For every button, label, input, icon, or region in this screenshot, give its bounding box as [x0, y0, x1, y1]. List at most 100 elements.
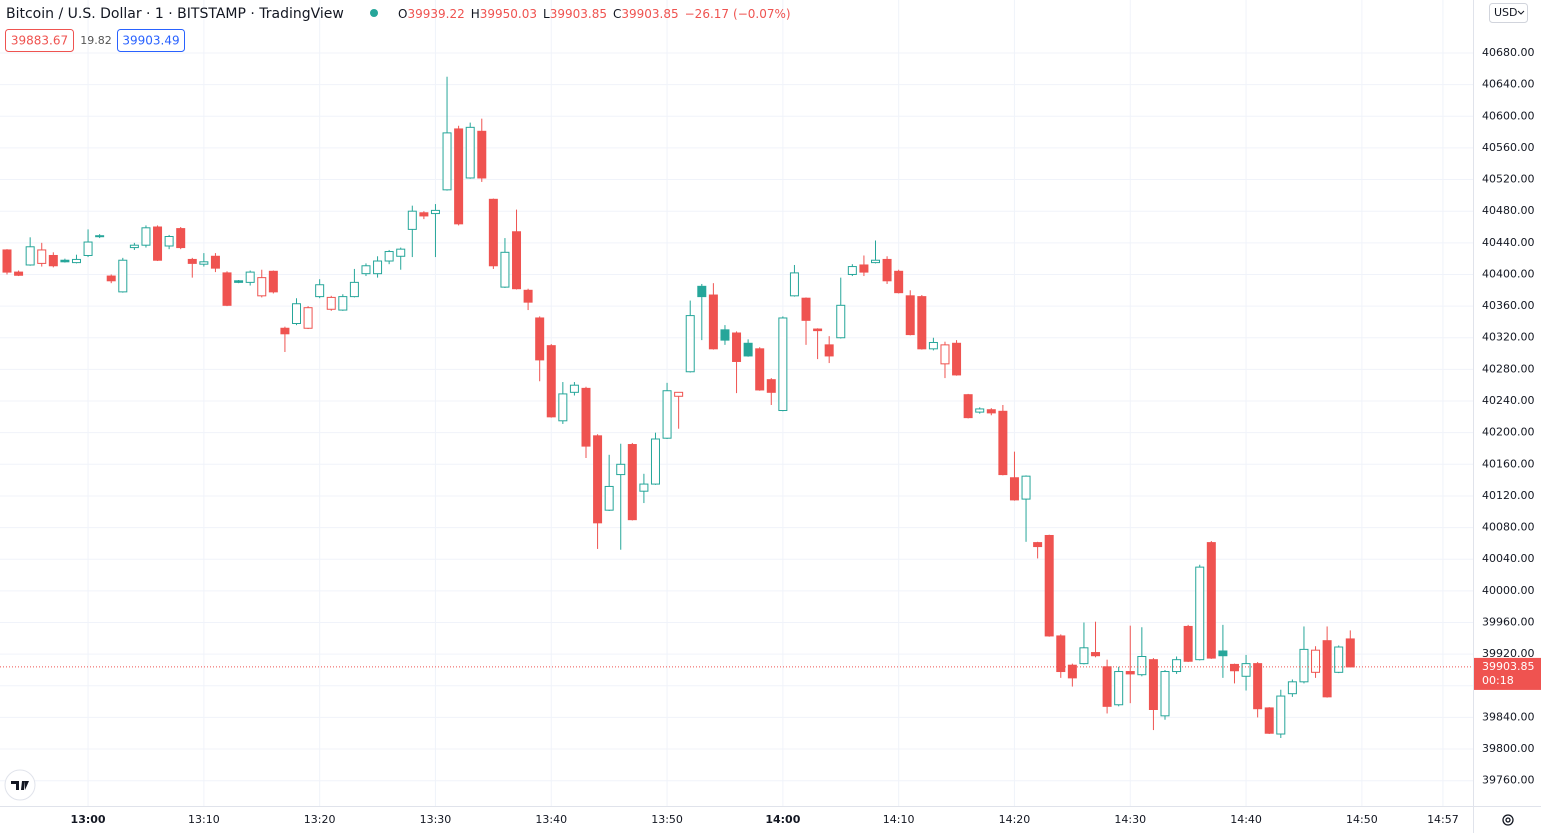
candle [500, 238, 510, 288]
candle-body [25, 246, 35, 266]
candle [674, 391, 684, 429]
candle-body [280, 327, 290, 335]
candle [639, 473, 649, 504]
y-tick-label: 39960.00 [1482, 615, 1535, 628]
candle-body [1195, 566, 1205, 661]
candle [1183, 624, 1193, 663]
candle [349, 268, 359, 298]
settings-icon[interactable] [1502, 814, 1514, 826]
candle [743, 339, 753, 357]
candle [1241, 654, 1251, 691]
candle-body [37, 249, 47, 264]
candle [824, 336, 834, 364]
candle [1009, 451, 1019, 501]
candle-body [129, 244, 139, 249]
axes: 39760.0039800.0039840.0039880.0039920.00… [71, 46, 1535, 826]
market-status[interactable] [370, 9, 378, 17]
candle-body [268, 270, 278, 293]
candle [1264, 707, 1274, 735]
candle [268, 270, 278, 294]
buy-box[interactable] [117, 29, 185, 52]
y-tick-label: 40280.00 [1482, 362, 1535, 375]
y-tick-label: 40160.00 [1482, 457, 1535, 470]
candle-body [604, 485, 614, 511]
candle [48, 252, 58, 268]
candle [488, 198, 498, 269]
y-tick-label: 39760.00 [1482, 774, 1535, 787]
candle-body [998, 410, 1008, 476]
grid [0, 0, 1473, 806]
candle [373, 256, 383, 278]
candle-body [1183, 625, 1193, 662]
bid-price[interactable]: 39883.67 [11, 34, 68, 48]
candle-body [1253, 663, 1263, 710]
ohlc-value: 39939.22 [407, 7, 464, 21]
candle-body [164, 236, 174, 247]
candle-body [1287, 681, 1297, 695]
candle-body [1345, 638, 1355, 668]
candle-body [1044, 534, 1054, 637]
candle-body [257, 277, 267, 297]
candle [396, 247, 406, 270]
candle [801, 297, 811, 345]
candle [1137, 627, 1147, 677]
candle-body [187, 258, 197, 264]
candle [1160, 669, 1170, 720]
candle [153, 225, 163, 262]
candle-body [720, 329, 730, 341]
candle [685, 300, 695, 373]
currency[interactable]: USD [1494, 6, 1518, 19]
candle [512, 209, 522, 290]
candle-body [871, 259, 880, 264]
candle [1322, 626, 1332, 698]
y-tick-label: 40520.00 [1482, 173, 1535, 186]
candle [210, 253, 220, 273]
currency-button[interactable] [1489, 3, 1528, 23]
candle-body [766, 379, 776, 393]
candle [25, 237, 35, 266]
candle [361, 263, 371, 277]
candle-body [419, 212, 429, 217]
candle [60, 258, 70, 263]
spread: 19.82 [80, 34, 112, 47]
price-axis-bg [1473, 0, 1541, 833]
x-tick-label: 13:10 [188, 813, 220, 826]
candle [37, 242, 47, 267]
sell-box[interactable] [5, 29, 74, 52]
candle-body [581, 387, 591, 447]
candle-body [801, 297, 811, 321]
candle-body [14, 271, 24, 276]
candle [569, 382, 579, 396]
ask-price[interactable]: 39903.49 [122, 34, 179, 48]
y-tick-label: 39920.00 [1482, 647, 1535, 660]
currency-caret[interactable] [1517, 10, 1525, 15]
candle [199, 253, 209, 267]
candle-body [963, 394, 973, 419]
change: −26.17 [685, 7, 729, 21]
candle [1287, 679, 1297, 697]
candle-body [535, 317, 545, 361]
candle-body [1322, 640, 1332, 698]
candle-body [1148, 659, 1158, 711]
candle-body [1056, 635, 1066, 673]
candle-body [1102, 666, 1112, 707]
candle-body [975, 408, 985, 413]
candle-body [708, 294, 718, 350]
candle [222, 271, 232, 307]
candle [71, 254, 81, 264]
x-tick-label: 14:10 [883, 813, 915, 826]
candle [1172, 656, 1182, 674]
candle [1114, 666, 1124, 707]
y-tick-label: 40600.00 [1482, 109, 1535, 122]
candle [766, 378, 776, 405]
candle [1102, 659, 1112, 714]
candle [986, 408, 996, 416]
candles [0, 76, 1473, 738]
candle [558, 382, 568, 424]
tv-logo[interactable] [4, 769, 36, 801]
candle-body [928, 341, 938, 350]
candle-body [1172, 659, 1182, 673]
candle-body [1021, 475, 1031, 500]
candle [1311, 646, 1321, 678]
